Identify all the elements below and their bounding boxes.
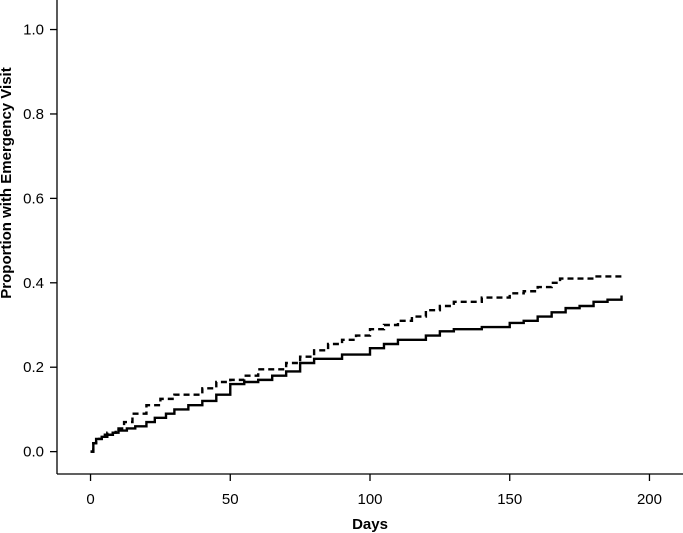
x-tick-label: 200 [637, 491, 662, 508]
series-dashed-line [90, 274, 623, 453]
x-tick-label: 150 [497, 491, 522, 508]
series-solid-line [90, 295, 623, 453]
y-tick-label: 0.0 [23, 444, 44, 461]
y-tick-label: 0.6 [23, 190, 44, 207]
x-tick-label: 100 [357, 491, 382, 508]
plot-frame [56, 0, 683, 475]
y-tick-label: 0.2 [23, 359, 44, 376]
y-axis-ticks: 0.0 0.2 0.4 0.6 0.8 1.0 [23, 22, 57, 461]
x-axis-ticks: 0 50 100 150 200 [86, 474, 662, 508]
series-group [90, 274, 623, 453]
y-axis-title: Proportion with Emergency Visit [0, 67, 15, 298]
x-tick-label: 50 [222, 491, 239, 508]
y-tick-label: 1.0 [23, 22, 44, 39]
x-axis-title: Days [352, 516, 388, 533]
y-tick-label: 0.8 [23, 106, 44, 123]
x-tick-label: 0 [86, 491, 94, 508]
y-tick-label: 0.4 [23, 275, 44, 292]
